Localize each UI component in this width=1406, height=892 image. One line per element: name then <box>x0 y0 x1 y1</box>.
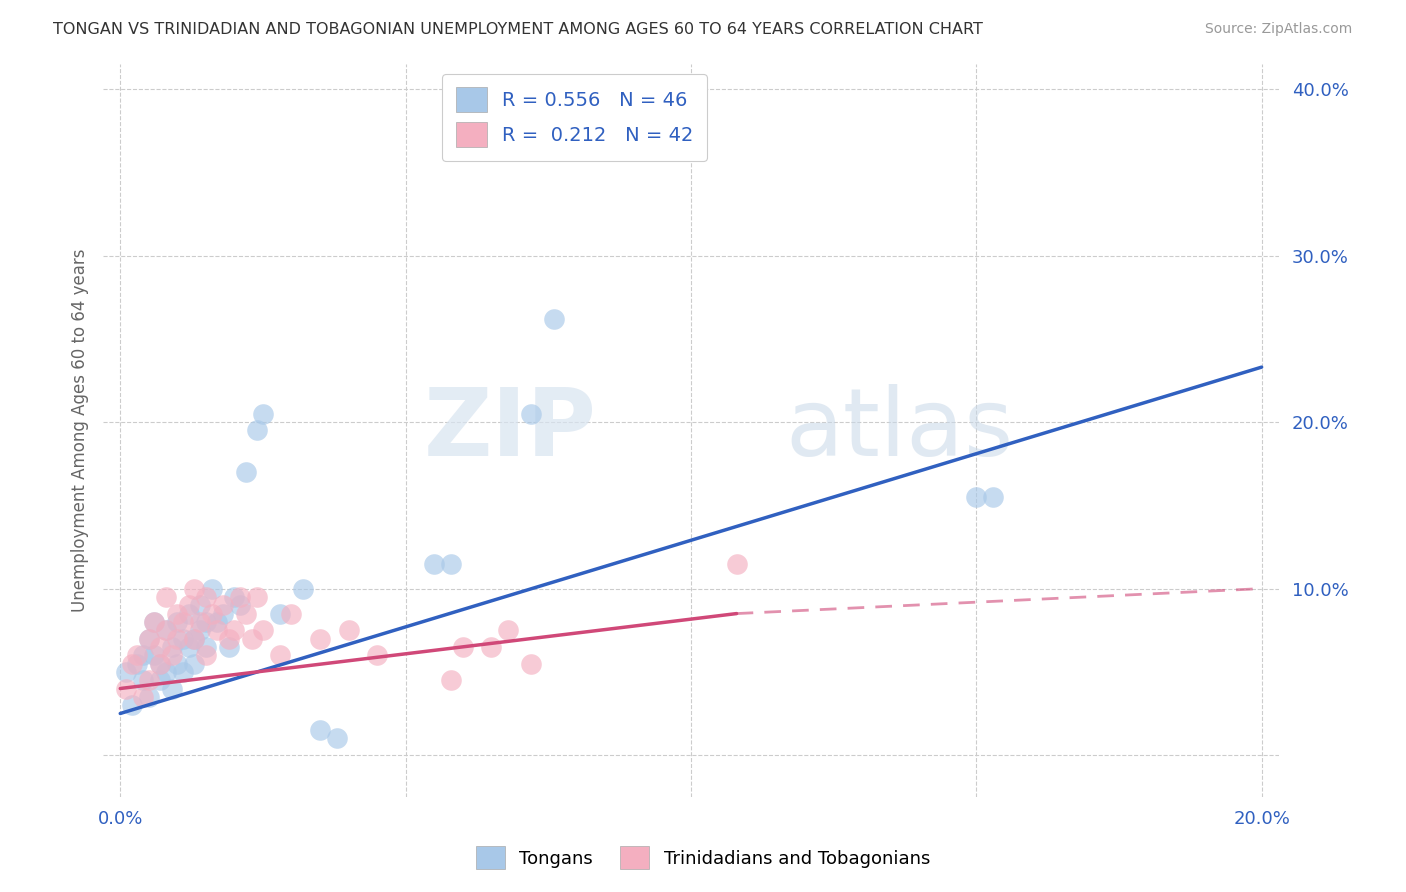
Point <box>269 648 291 663</box>
Point <box>252 624 274 638</box>
Point <box>149 640 172 654</box>
Point <box>252 407 274 421</box>
Point <box>160 648 183 663</box>
Text: TONGAN VS TRINIDADIAN AND TOBAGONIAN UNEMPLOYMENT AMONG AGES 60 TO 64 YEARS CORR: TONGAN VS TRINIDADIAN AND TOBAGONIAN UNE… <box>53 22 983 37</box>
Point <box>177 640 200 654</box>
Point <box>121 698 143 713</box>
Point <box>166 657 188 671</box>
Point <box>543 311 565 326</box>
Point <box>166 632 188 646</box>
Point <box>166 607 188 621</box>
Point <box>149 657 172 671</box>
Point <box>224 590 246 604</box>
Point <box>246 424 269 438</box>
Point <box>246 590 269 604</box>
Point <box>291 582 314 596</box>
Point <box>155 624 177 638</box>
Point <box>127 648 149 663</box>
Point <box>149 657 172 671</box>
Point <box>212 607 235 621</box>
Point <box>240 632 263 646</box>
Point <box>965 490 987 504</box>
Point <box>143 615 166 629</box>
Point <box>160 640 183 654</box>
Point <box>229 599 252 613</box>
Point <box>280 607 302 621</box>
Point <box>440 673 463 688</box>
Point <box>440 557 463 571</box>
Point <box>218 640 240 654</box>
Point <box>115 681 138 696</box>
Point <box>172 615 194 629</box>
Point <box>121 657 143 671</box>
Point <box>200 607 222 621</box>
Point <box>194 615 217 629</box>
Point <box>194 640 217 654</box>
Point <box>177 599 200 613</box>
Point <box>269 607 291 621</box>
Text: Source: ZipAtlas.com: Source: ZipAtlas.com <box>1205 22 1353 37</box>
Text: ZIP: ZIP <box>425 384 598 476</box>
Point <box>132 648 155 663</box>
Point <box>149 673 172 688</box>
Point <box>127 657 149 671</box>
Point <box>194 590 217 604</box>
Point <box>423 557 446 571</box>
Point <box>183 582 205 596</box>
Point <box>183 657 205 671</box>
Point <box>155 624 177 638</box>
Point <box>451 640 474 654</box>
Point <box>132 673 155 688</box>
Point <box>166 615 188 629</box>
Point <box>115 665 138 679</box>
Point <box>479 640 502 654</box>
Point <box>183 632 205 646</box>
Point <box>498 624 520 638</box>
Point <box>155 665 177 679</box>
Point <box>235 607 257 621</box>
Point <box>143 615 166 629</box>
Point <box>520 407 543 421</box>
Point <box>366 648 388 663</box>
Point <box>326 731 349 746</box>
Point <box>183 632 205 646</box>
Point <box>172 632 194 646</box>
Point <box>160 681 183 696</box>
Point <box>172 665 194 679</box>
Point <box>309 723 332 738</box>
Point <box>138 632 160 646</box>
Point <box>337 624 360 638</box>
Point <box>212 599 235 613</box>
Point <box>177 607 200 621</box>
Point <box>983 490 1005 504</box>
Point <box>520 657 543 671</box>
Point <box>143 648 166 663</box>
Point <box>132 690 155 704</box>
Point <box>309 632 332 646</box>
Legend: R = 0.556   N = 46, R =  0.212   N = 42: R = 0.556 N = 46, R = 0.212 N = 42 <box>441 74 707 161</box>
Point <box>725 557 748 571</box>
Point <box>235 465 257 479</box>
Y-axis label: Unemployment Among Ages 60 to 64 years: Unemployment Among Ages 60 to 64 years <box>72 249 89 612</box>
Point <box>138 632 160 646</box>
Point <box>138 673 160 688</box>
Point <box>188 599 211 613</box>
Point <box>188 624 211 638</box>
Point <box>188 615 211 629</box>
Point <box>207 624 229 638</box>
Legend: Tongans, Trinidadians and Tobagonians: Tongans, Trinidadians and Tobagonians <box>467 838 939 879</box>
Point <box>200 582 222 596</box>
Point <box>207 615 229 629</box>
Text: atlas: atlas <box>785 384 1014 476</box>
Point <box>229 590 252 604</box>
Point <box>224 624 246 638</box>
Point <box>138 690 160 704</box>
Point <box>194 648 217 663</box>
Point <box>218 632 240 646</box>
Point <box>155 590 177 604</box>
